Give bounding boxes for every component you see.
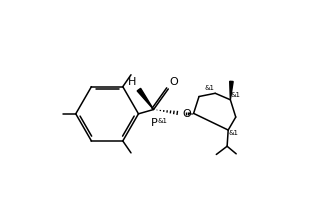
Text: &1: &1 [231, 92, 241, 98]
Text: O: O [169, 77, 178, 87]
Polygon shape [230, 81, 233, 100]
Polygon shape [137, 88, 154, 110]
Text: O: O [183, 109, 191, 119]
Text: &1: &1 [158, 118, 168, 124]
Text: P: P [151, 118, 157, 128]
Text: &1: &1 [229, 130, 238, 136]
Text: H: H [128, 77, 136, 87]
Text: &1: &1 [204, 85, 214, 91]
